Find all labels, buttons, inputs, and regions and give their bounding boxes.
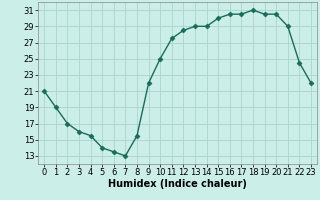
X-axis label: Humidex (Indice chaleur): Humidex (Indice chaleur) xyxy=(108,179,247,189)
